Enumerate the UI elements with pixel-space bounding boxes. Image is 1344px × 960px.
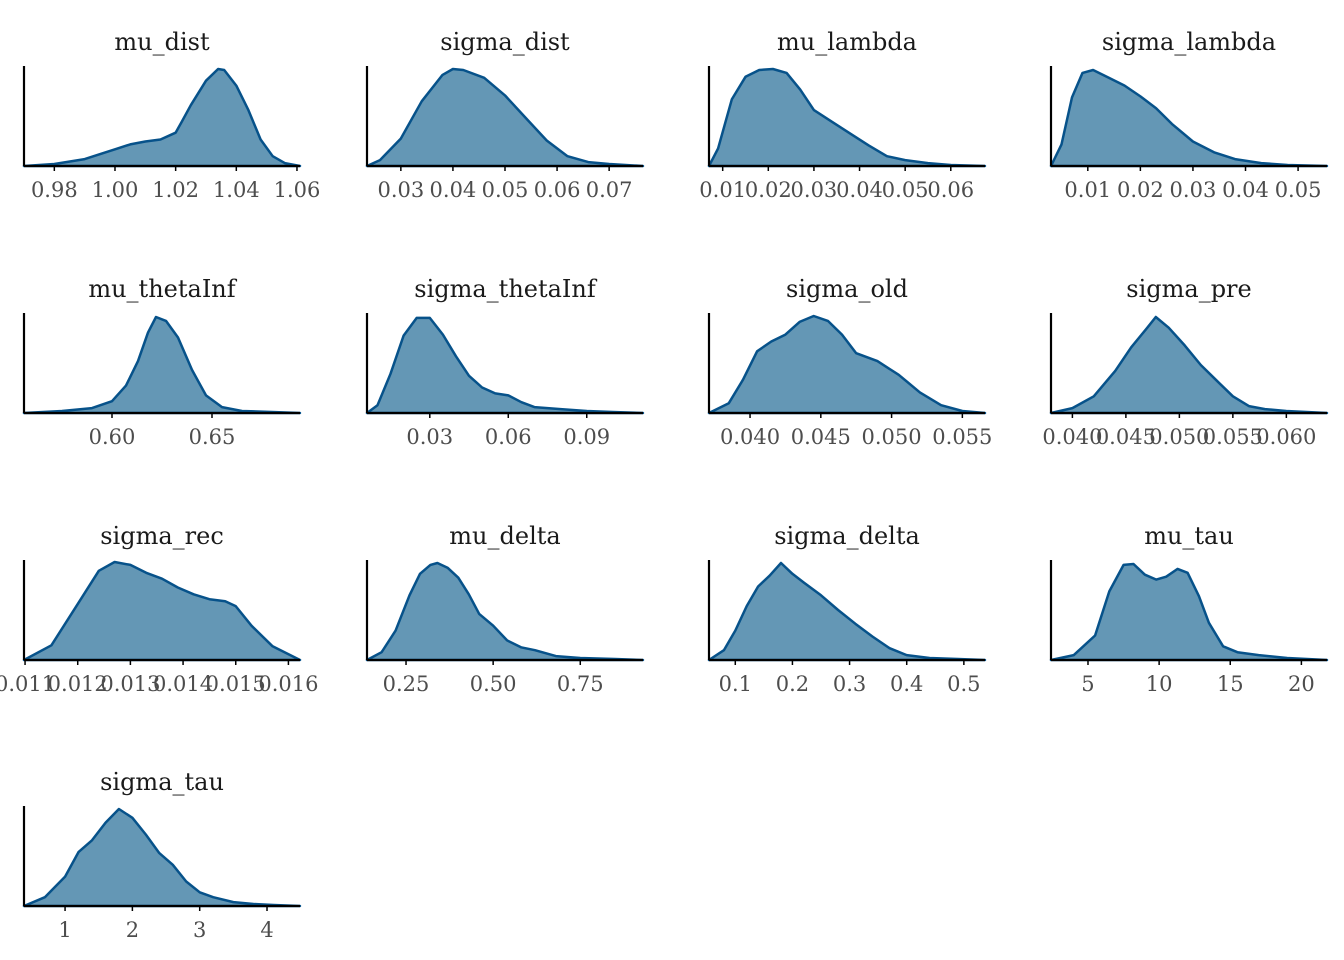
x-tick-label: 0.04 — [1222, 178, 1269, 202]
x-tick-label: 0.50 — [470, 672, 517, 696]
density-area — [1049, 315, 1329, 415]
density-area — [22, 315, 302, 415]
panel-mu-delta: mu_delta 0.25 0.50 0.75 — [365, 522, 645, 696]
density-area — [22, 807, 302, 908]
panel-mu-tau: mu_tau 5 10 15 20 — [1049, 522, 1329, 696]
x-tick-label: 0.013 — [100, 672, 160, 696]
x-tick-label: 0.65 — [189, 425, 236, 449]
x-tick-label: 1.00 — [92, 178, 139, 202]
x-tick-label: 2 — [126, 918, 139, 942]
x-tick-label: 10 — [1146, 672, 1173, 696]
panel-title: sigma_dist — [440, 28, 570, 56]
x-tick-label: 0.050 — [862, 425, 922, 449]
x-tick-label: 15 — [1217, 672, 1244, 696]
panel-title: sigma_pre — [1126, 275, 1251, 303]
density-area — [707, 561, 987, 662]
x-tick-label: 0.015 — [206, 672, 266, 696]
x-tick-label: 0.75 — [557, 672, 604, 696]
panel-title: sigma_thetaInf — [414, 275, 598, 303]
x-tick-label: 5 — [1081, 672, 1094, 696]
x-tick-label: 0.03 — [377, 178, 424, 202]
panel-mu-thetaInf: mu_thetaInf 0.60 0.65 — [22, 275, 302, 449]
density-area — [707, 314, 987, 415]
x-tick-label: 0.02 — [1117, 178, 1164, 202]
density-area — [22, 560, 302, 662]
x-tick-label: 0.2 — [776, 672, 809, 696]
panel-mu-dist: mu_dist 0.98 1.00 1.02 1.04 1.06 — [22, 28, 321, 202]
x-tick-label: 0.011 — [0, 672, 55, 696]
x-tick-label: 0.03 — [791, 178, 838, 202]
x-tick-label: 0.04 — [430, 178, 477, 202]
x-tick-label: 0.045 — [791, 425, 851, 449]
panel-sigma-dist: sigma_dist 0.03 0.04 0.05 0.06 0.07 — [365, 28, 645, 202]
x-tick-label: 3 — [193, 918, 206, 942]
x-tick-label: 0.4 — [890, 672, 923, 696]
panel-title: sigma_tau — [100, 768, 224, 796]
panel-sigma-thetaInf: sigma_thetaInf 0.03 0.06 0.09 — [365, 275, 645, 449]
x-tick-label: 0.06 — [927, 178, 974, 202]
x-tick-label: 1.06 — [274, 178, 321, 202]
x-tick-label: 1.04 — [213, 178, 260, 202]
panel-title: mu_tau — [1144, 522, 1234, 550]
panel-title: mu_dist — [114, 28, 210, 56]
x-tick-label: 0.045 — [1096, 425, 1156, 449]
x-tick-label: 0.03 — [1170, 178, 1217, 202]
x-tick-label: 20 — [1288, 672, 1315, 696]
x-tick-label: 0.5 — [947, 672, 980, 696]
x-tick-label: 0.07 — [586, 178, 633, 202]
x-tick-label: 0.01 — [1064, 178, 1111, 202]
x-tick-label: 0.60 — [89, 425, 136, 449]
x-tick-label: 0.03 — [406, 425, 453, 449]
x-tick-label: 4 — [260, 918, 273, 942]
panel-title: mu_thetaInf — [88, 275, 237, 303]
x-tick-label: 0.012 — [48, 672, 108, 696]
x-tick-label: 0.06 — [534, 178, 581, 202]
density-area — [1049, 68, 1329, 168]
x-tick-label: 0.05 — [882, 178, 929, 202]
panel-sigma-lambda: sigma_lambda 0.01 0.02 0.03 0.04 0.05 — [1049, 28, 1329, 202]
panel-mu-lambda: mu_lambda 0.010.020.030.040.050.06 — [699, 28, 987, 202]
x-tick-label: 0.05 — [1275, 178, 1322, 202]
x-tick-label: 0.01 — [699, 178, 746, 202]
panel-title: sigma_lambda — [1102, 28, 1276, 56]
density-area — [1049, 562, 1329, 662]
x-tick-label: 0.016 — [258, 672, 318, 696]
x-tick-label: 0.060 — [1256, 425, 1316, 449]
panel-title: mu_delta — [449, 522, 560, 550]
x-tick-label: 0.3 — [833, 672, 866, 696]
x-tick-label: 0.1 — [719, 672, 752, 696]
panel-title: sigma_rec — [100, 522, 224, 550]
panel-title: mu_lambda — [777, 28, 917, 56]
panel-sigma-delta: sigma_delta 0.1 0.2 0.3 0.4 0.5 — [707, 522, 987, 696]
x-tick-label: 0.04 — [836, 178, 883, 202]
x-tick-label: 0.050 — [1149, 425, 1209, 449]
x-tick-label: 0.09 — [563, 425, 610, 449]
x-tick-label: 0.25 — [383, 672, 430, 696]
x-tick-label: 0.02 — [745, 178, 792, 202]
density-area — [365, 561, 645, 662]
x-tick-label: 0.014 — [153, 672, 213, 696]
panel-title: sigma_old — [786, 275, 908, 303]
x-tick-label: 0.98 — [31, 178, 78, 202]
density-area — [707, 67, 987, 168]
density-area — [365, 316, 645, 415]
density-area — [22, 67, 302, 168]
x-tick-label: 0.06 — [485, 425, 532, 449]
density-area — [365, 67, 645, 168]
panel-sigma-old: sigma_old 0.040 0.045 0.050 0.055 — [707, 275, 992, 449]
panel-title: sigma_delta — [774, 522, 920, 550]
x-tick-label: 0.040 — [720, 425, 780, 449]
panel-sigma-tau: sigma_tau 1 2 3 4 — [22, 768, 302, 942]
x-tick-label: 0.055 — [932, 425, 992, 449]
x-tick-label: 0.040 — [1042, 425, 1102, 449]
x-tick-label: 0.055 — [1203, 425, 1263, 449]
x-tick-label: 1 — [58, 918, 71, 942]
x-tick-label: 0.05 — [482, 178, 529, 202]
x-tick-label: 1.02 — [152, 178, 199, 202]
